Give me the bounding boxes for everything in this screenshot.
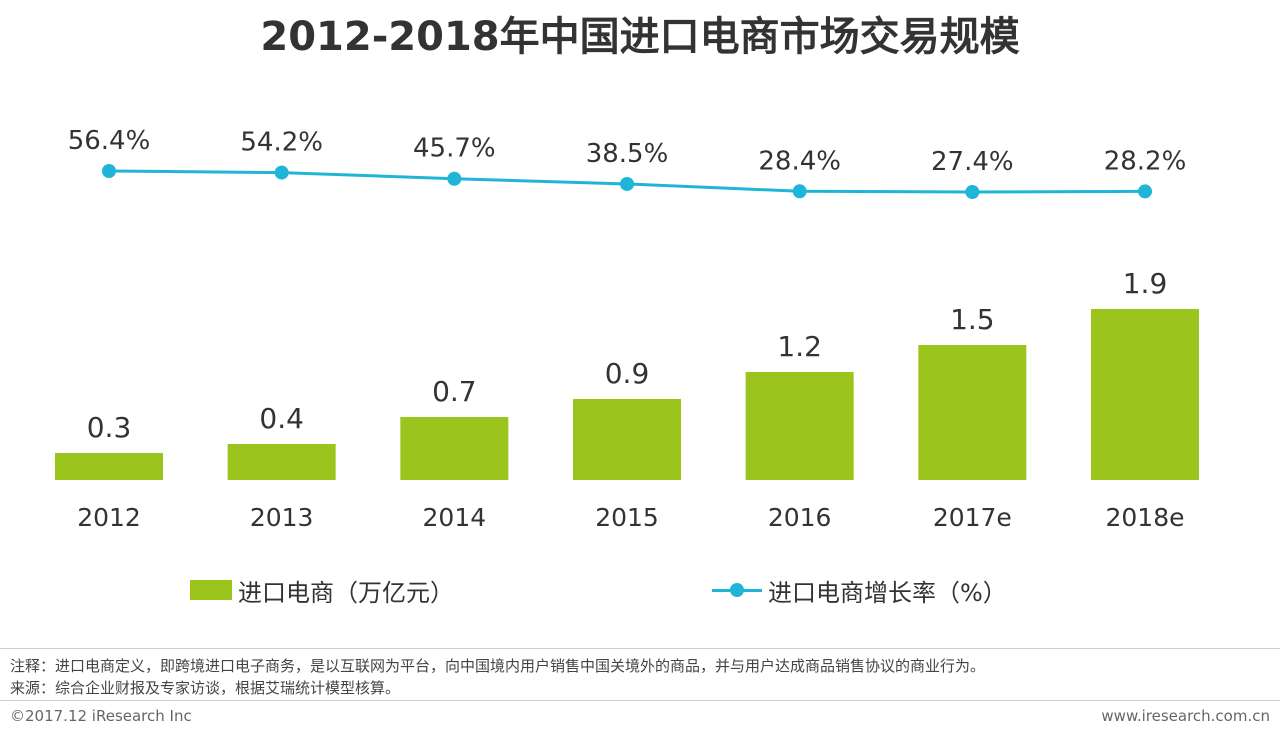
bar-value-label-2014: 0.7	[432, 375, 477, 408]
legend-line-swatch	[712, 580, 762, 600]
bar-value-label-2018e: 1.9	[1123, 267, 1168, 300]
growth-point-2018e	[1138, 184, 1152, 199]
legend-bar: 进口电商（万亿元）	[190, 570, 454, 610]
growth-label-2016: 28.4%	[758, 146, 841, 176]
growth-label-2015: 38.5%	[586, 139, 669, 169]
footnote: 注释：进口电商定义，即跨境进口电子商务，是以互联网为平台，向中国境内用户销售中国…	[10, 657, 986, 675]
x-tick-label-2017e: 2017e	[933, 503, 1012, 532]
bar-2017e	[918, 345, 1027, 480]
legend-line: 进口电商增长率（%）	[712, 570, 1007, 610]
legend-bar-label: 进口电商（万亿元）	[238, 578, 454, 607]
growth-label-2017e: 27.4%	[931, 147, 1014, 177]
bar-value-label-2013: 0.4	[259, 402, 304, 435]
bar-2016	[745, 372, 854, 480]
legend-line-label: 进口电商增长率（%）	[768, 578, 1007, 607]
bar-2018e	[1091, 309, 1199, 480]
bar-value-label-2012: 0.3	[87, 411, 132, 444]
bar-2014	[400, 417, 509, 480]
growth-point-2015	[620, 176, 634, 191]
footer-divider-bottom	[0, 700, 1280, 701]
x-tick-label-2013: 2013	[250, 503, 314, 532]
source-note: 来源：综合企业财报及专家访谈，根据艾瑞统计模型核算。	[10, 679, 401, 697]
bars-layer: 0.3 2012 0.4 2013 0.7 2014 0.9 2015 1.2 2016 1.5 20…	[55, 267, 1199, 532]
line-layer: 56.4% 54.2% 45.7% 38.5% 28.4% 27.4% 28.2%	[68, 126, 1187, 199]
growth-label-2014: 45.7%	[413, 134, 496, 164]
chart: 0.3 2012 0.4 2013 0.7 2014 0.9 2015 1.2 2016 1.5 20…	[55, 126, 1199, 532]
growth-point-2014	[447, 171, 462, 186]
copyright: ©2017.12 iResearch Inc	[10, 707, 192, 725]
growth-point-2013	[274, 165, 289, 180]
legend-bar-swatch	[190, 580, 232, 600]
growth-label-2013: 54.2%	[240, 128, 323, 158]
chart-title: 2012-2018年中国进口电商市场交易规模	[260, 14, 1020, 60]
x-tick-label-2014: 2014	[423, 503, 487, 532]
x-tick-label-2016: 2016	[768, 503, 832, 532]
growth-point-2017e	[965, 185, 980, 199]
growth-point-2016	[792, 184, 807, 199]
website: www.iresearch.com.cn	[1101, 707, 1270, 725]
growth-point-2012	[102, 164, 116, 178]
bar-value-label-2015: 0.9	[605, 357, 650, 390]
bar-value-label-2016: 1.2	[777, 330, 822, 363]
footer-divider	[0, 648, 1280, 649]
bar-2015	[573, 399, 681, 480]
bar-2013	[227, 444, 336, 480]
x-tick-label-2012: 2012	[77, 503, 141, 532]
bar-2012	[55, 453, 163, 480]
growth-label-2012: 56.4%	[68, 126, 151, 156]
x-tick-label-2015: 2015	[595, 503, 659, 532]
x-tick-label-2018e: 2018e	[1105, 503, 1184, 532]
bar-value-label-2017e: 1.5	[950, 303, 995, 336]
growth-label-2018e: 28.2%	[1104, 146, 1187, 176]
